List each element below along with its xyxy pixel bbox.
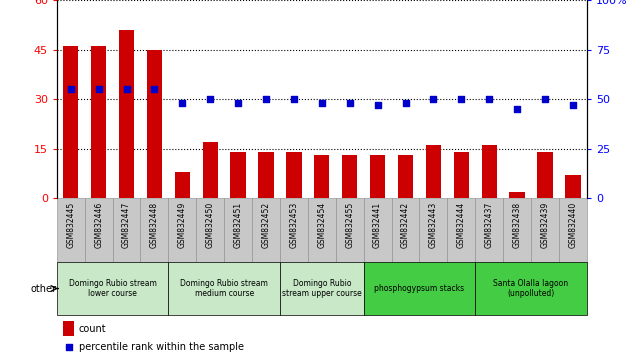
Bar bbox=[392, 198, 420, 262]
Bar bbox=[503, 198, 531, 262]
Point bbox=[540, 96, 550, 102]
Text: GSM832453: GSM832453 bbox=[290, 201, 298, 248]
Text: GSM832444: GSM832444 bbox=[457, 201, 466, 248]
Point bbox=[177, 100, 187, 106]
Text: GSM832455: GSM832455 bbox=[345, 201, 354, 248]
Point bbox=[456, 96, 466, 102]
Point bbox=[512, 106, 522, 112]
Text: GSM832449: GSM832449 bbox=[178, 201, 187, 248]
Text: Domingo Rubio stream
medium course: Domingo Rubio stream medium course bbox=[180, 279, 268, 298]
Bar bbox=[286, 152, 302, 198]
Bar bbox=[342, 155, 357, 198]
Bar bbox=[398, 155, 413, 198]
Bar bbox=[203, 142, 218, 198]
Point bbox=[261, 96, 271, 102]
Text: Domingo Rubio stream
lower course: Domingo Rubio stream lower course bbox=[69, 279, 156, 298]
Point bbox=[93, 86, 103, 92]
Point bbox=[401, 100, 411, 106]
Bar bbox=[63, 46, 78, 198]
Text: GSM832441: GSM832441 bbox=[373, 201, 382, 247]
Point bbox=[428, 96, 439, 102]
Bar bbox=[91, 46, 106, 198]
Bar bbox=[280, 198, 308, 262]
Text: GSM832445: GSM832445 bbox=[66, 201, 75, 248]
Bar bbox=[308, 198, 336, 262]
Text: GSM832446: GSM832446 bbox=[94, 201, 103, 248]
Text: GSM832452: GSM832452 bbox=[261, 201, 271, 247]
Point bbox=[317, 100, 327, 106]
Text: GSM832440: GSM832440 bbox=[569, 201, 577, 248]
Bar bbox=[454, 152, 469, 198]
Bar bbox=[252, 198, 280, 262]
Text: GSM832443: GSM832443 bbox=[429, 201, 438, 248]
Bar bbox=[314, 155, 329, 198]
Bar bbox=[112, 198, 141, 262]
Bar bbox=[168, 262, 280, 315]
Bar bbox=[426, 145, 441, 198]
Bar bbox=[196, 198, 224, 262]
Point bbox=[205, 96, 215, 102]
Text: GSM832447: GSM832447 bbox=[122, 201, 131, 248]
Bar bbox=[336, 198, 363, 262]
Bar bbox=[258, 152, 274, 198]
Point bbox=[64, 344, 74, 350]
Text: GSM832448: GSM832448 bbox=[150, 201, 159, 247]
Point bbox=[122, 86, 132, 92]
Bar bbox=[363, 262, 475, 315]
Bar bbox=[280, 262, 363, 315]
Text: GSM832438: GSM832438 bbox=[512, 201, 522, 247]
Text: Santa Olalla lagoon
(unpolluted): Santa Olalla lagoon (unpolluted) bbox=[493, 279, 569, 298]
Point bbox=[345, 100, 355, 106]
Text: GSM832439: GSM832439 bbox=[541, 201, 550, 248]
Bar bbox=[363, 198, 392, 262]
Bar bbox=[475, 262, 587, 315]
Bar bbox=[175, 172, 190, 198]
Bar bbox=[565, 175, 581, 198]
Bar bbox=[481, 145, 497, 198]
Bar bbox=[141, 198, 168, 262]
Bar bbox=[63, 321, 74, 336]
Point bbox=[289, 96, 299, 102]
Bar bbox=[538, 152, 553, 198]
Bar bbox=[119, 30, 134, 198]
Bar bbox=[509, 192, 525, 198]
Text: phosphogypsum stacks: phosphogypsum stacks bbox=[374, 284, 464, 293]
Bar bbox=[370, 155, 386, 198]
Point bbox=[150, 86, 160, 92]
Bar bbox=[420, 198, 447, 262]
Bar bbox=[447, 198, 475, 262]
Bar bbox=[85, 198, 112, 262]
Point bbox=[233, 100, 243, 106]
Bar bbox=[147, 50, 162, 198]
Bar bbox=[168, 198, 196, 262]
Point bbox=[484, 96, 494, 102]
Point bbox=[568, 102, 578, 108]
Text: GSM832442: GSM832442 bbox=[401, 201, 410, 247]
Bar bbox=[475, 198, 503, 262]
Bar bbox=[57, 198, 85, 262]
Text: GSM832450: GSM832450 bbox=[206, 201, 215, 248]
Text: GSM832454: GSM832454 bbox=[317, 201, 326, 248]
Bar bbox=[531, 198, 559, 262]
Text: GSM832437: GSM832437 bbox=[485, 201, 493, 248]
Bar bbox=[57, 262, 168, 315]
Point bbox=[66, 86, 76, 92]
Text: percentile rank within the sample: percentile rank within the sample bbox=[79, 342, 244, 352]
Text: other: other bbox=[31, 284, 57, 293]
Text: GSM832451: GSM832451 bbox=[233, 201, 242, 247]
Bar bbox=[224, 198, 252, 262]
Bar bbox=[230, 152, 246, 198]
Bar bbox=[559, 198, 587, 262]
Text: count: count bbox=[79, 324, 107, 334]
Point bbox=[372, 102, 382, 108]
Text: Domingo Rubio
stream upper course: Domingo Rubio stream upper course bbox=[282, 279, 362, 298]
